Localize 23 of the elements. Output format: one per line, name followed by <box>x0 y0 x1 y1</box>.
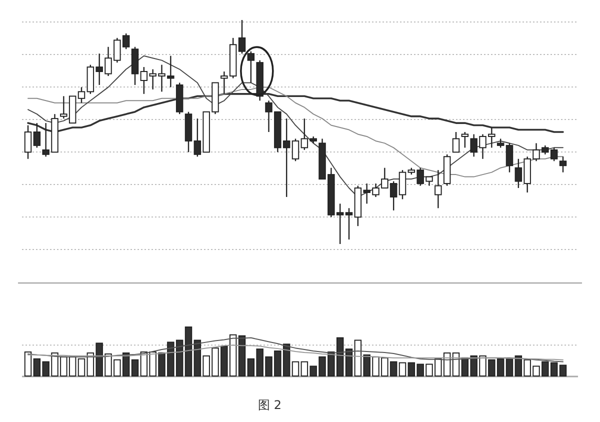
candlestick <box>559 156 567 173</box>
bar <box>345 348 353 376</box>
candlestick <box>238 19 246 54</box>
candlestick <box>345 208 353 240</box>
caption: 图 2 <box>258 398 282 412</box>
candlestick <box>247 50 255 84</box>
bar <box>24 351 32 376</box>
bar <box>506 358 514 376</box>
bar <box>292 361 300 376</box>
bar <box>184 326 192 376</box>
bar <box>131 359 139 376</box>
candlestick <box>292 138 300 162</box>
candlestick <box>434 169 442 209</box>
candlestick <box>461 131 469 148</box>
candlestick <box>506 142 514 173</box>
bar <box>238 335 246 376</box>
candlestick <box>24 124 32 160</box>
bar <box>559 364 567 376</box>
bar <box>398 362 406 376</box>
candlestick <box>78 86 86 104</box>
candlestick <box>452 131 460 153</box>
bar <box>78 358 86 376</box>
candlestick <box>398 169 406 200</box>
